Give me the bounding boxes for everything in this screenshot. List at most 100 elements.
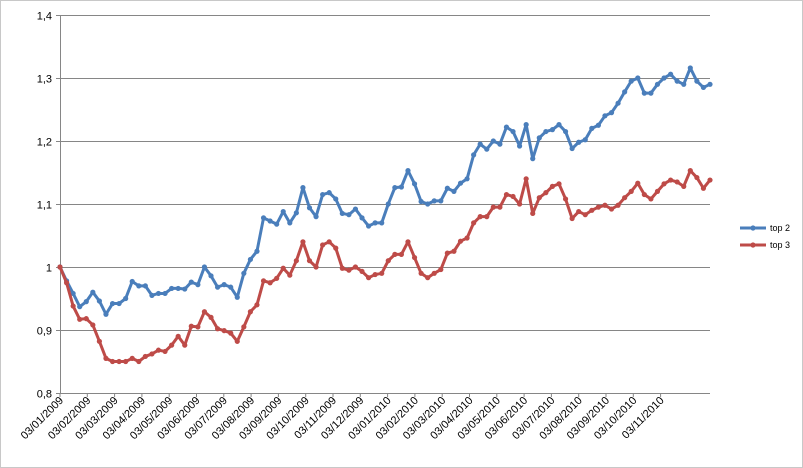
data-point [287, 220, 293, 226]
legend-label: top 3 [770, 240, 790, 250]
data-point [352, 264, 359, 270]
data-point [392, 251, 398, 257]
data-point [90, 289, 96, 295]
data-point [287, 272, 293, 278]
data-point [549, 127, 556, 133]
data-point [405, 239, 411, 245]
data-point [63, 280, 70, 286]
data-point [602, 113, 608, 119]
data-point [339, 210, 345, 217]
data-point [484, 214, 490, 220]
data-point [228, 284, 234, 290]
series-top-2 [57, 65, 713, 317]
data-point [267, 218, 273, 224]
data-point [530, 156, 536, 162]
data-point [556, 181, 562, 187]
data-point [543, 128, 549, 135]
data-point [195, 324, 201, 330]
data-point [228, 330, 234, 336]
data-point [510, 193, 516, 200]
data-point [247, 256, 253, 263]
data-point [57, 264, 63, 270]
data-point [149, 351, 155, 357]
data-point [280, 265, 286, 271]
data-point [464, 176, 470, 182]
series-line [58, 66, 711, 316]
data-point [595, 122, 601, 128]
data-point [182, 342, 188, 348]
data-point [359, 268, 365, 275]
data-point [668, 71, 674, 77]
data-point [241, 270, 247, 276]
legend-marker [750, 242, 756, 248]
data-point [503, 124, 510, 130]
data-point [379, 270, 385, 276]
series-top-3 [57, 168, 713, 365]
data-point [536, 195, 542, 201]
data-point [175, 285, 181, 292]
data-point [648, 196, 654, 202]
data-point [182, 286, 188, 292]
data-point [438, 198, 444, 204]
data-point [503, 191, 510, 198]
data-point [300, 239, 306, 245]
data-point [234, 294, 240, 300]
data-point [457, 180, 464, 186]
data-point [372, 271, 378, 278]
data-point [602, 202, 608, 208]
data-point [136, 358, 142, 365]
data-point [576, 208, 582, 215]
data-point [109, 300, 116, 307]
data-point [411, 181, 418, 187]
data-point [635, 75, 641, 81]
data-point [333, 196, 339, 202]
data-point [398, 251, 405, 257]
data-point [405, 168, 411, 174]
data-point [517, 201, 523, 207]
data-point [444, 185, 450, 191]
data-point [654, 81, 661, 87]
y-tick-label: 1,3 [37, 74, 52, 86]
y-tick-label: 1,1 [37, 200, 52, 212]
data-point [346, 267, 352, 273]
data-point [392, 185, 398, 191]
data-point [484, 146, 490, 152]
data-point [326, 239, 332, 245]
y-tick-label: 1,4 [37, 11, 52, 23]
data-point [595, 204, 601, 210]
data-point [129, 278, 135, 285]
data-point [608, 110, 615, 116]
data-point [103, 355, 109, 361]
data-point [569, 145, 575, 152]
data-point [306, 258, 313, 264]
data-point [477, 141, 483, 147]
data-point [497, 141, 503, 147]
data-point [425, 201, 431, 207]
data-point [142, 353, 148, 360]
data-point [471, 220, 477, 226]
data-point [418, 270, 424, 276]
data-point [352, 206, 359, 212]
data-point [201, 264, 208, 270]
series-line [58, 169, 712, 363]
data-point [333, 245, 339, 251]
data-point [661, 181, 667, 187]
data-point [622, 89, 628, 95]
data-point [221, 328, 227, 334]
data-point [169, 285, 175, 292]
legend-label: top 2 [770, 223, 790, 233]
data-point [306, 205, 313, 211]
y-tick-label: 0,8 [37, 389, 52, 401]
data-point [562, 196, 569, 202]
data-point [346, 212, 352, 218]
data-point [457, 238, 464, 244]
data-point [70, 290, 76, 297]
data-point [543, 190, 549, 196]
data-point [149, 292, 155, 298]
legend-marker [750, 225, 756, 231]
data-point [608, 206, 615, 212]
data-point [201, 309, 208, 315]
data-point [530, 210, 536, 217]
